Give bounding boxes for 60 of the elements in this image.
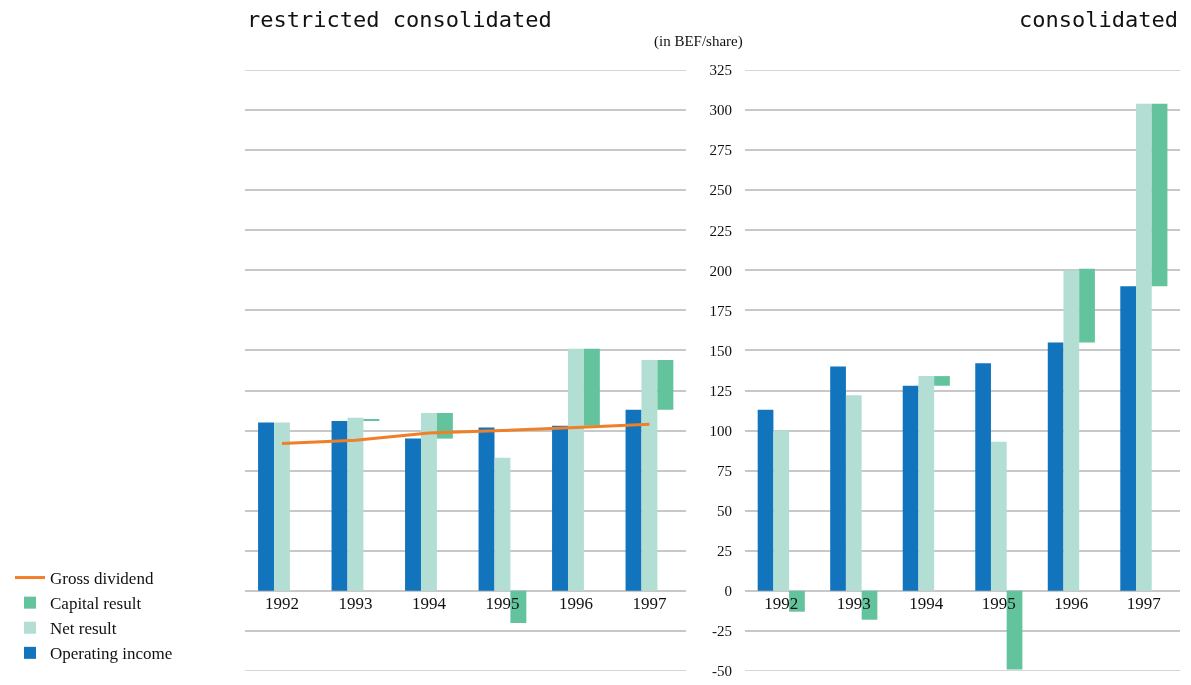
chart-title: consolidated xyxy=(1019,7,1178,32)
y-tick-label: 275 xyxy=(709,142,732,159)
bar xyxy=(641,360,658,591)
bar xyxy=(331,420,348,591)
y-tick-label: 100 xyxy=(709,422,732,439)
y-tick-label: 75 xyxy=(717,462,732,479)
y-tick-label: 300 xyxy=(709,102,732,119)
y-tick-label: 25 xyxy=(717,543,732,560)
bar xyxy=(273,422,290,591)
y-tick-label: 125 xyxy=(709,382,732,399)
bar xyxy=(583,348,600,426)
y-tick-label: 225 xyxy=(709,222,732,239)
x-tick-label: 1996 xyxy=(1054,593,1089,613)
bar xyxy=(567,348,584,591)
bar xyxy=(657,360,674,410)
bar xyxy=(757,409,774,591)
bar xyxy=(918,376,935,591)
y-tick-label: -25 xyxy=(712,623,732,640)
bar xyxy=(1063,270,1080,591)
x-tick-label: 1997 xyxy=(632,593,667,613)
x-tick-label: 1994 xyxy=(909,593,944,613)
bar xyxy=(258,422,274,591)
bar xyxy=(845,395,862,591)
bar xyxy=(494,457,511,591)
bar xyxy=(975,363,991,591)
y-tick-label: 50 xyxy=(717,502,732,519)
bar xyxy=(347,417,364,591)
bar xyxy=(478,427,495,591)
bar xyxy=(830,366,846,591)
y-tick-label: 0 xyxy=(724,583,732,600)
y-tick-label: 325 xyxy=(709,62,732,79)
y-tick-label: 250 xyxy=(709,182,732,199)
bar xyxy=(1047,342,1064,591)
legend-label: Net result xyxy=(50,619,117,639)
bar xyxy=(990,441,1007,591)
x-tick-label: 1996 xyxy=(558,593,593,613)
y-tick-label: -50 xyxy=(712,663,732,680)
bar xyxy=(625,409,642,591)
legend-label: Capital result xyxy=(50,594,142,614)
legend-label: Operating income xyxy=(50,644,173,664)
bar xyxy=(773,430,790,591)
bar xyxy=(1151,103,1168,287)
y-axis-title: (in BEF/share) xyxy=(654,33,743,50)
x-tick-label: 1993 xyxy=(338,593,373,613)
chart-title: restricted consolidated xyxy=(247,7,552,32)
legend-label: Gross dividend xyxy=(50,569,154,589)
x-tick-label: 1992 xyxy=(264,593,299,613)
y-tick-label: 175 xyxy=(709,302,732,319)
y-tick-label: 200 xyxy=(709,262,732,279)
bar xyxy=(1120,286,1136,591)
bar xyxy=(1079,268,1095,343)
bar xyxy=(1136,103,1152,591)
y-tick-label: 150 xyxy=(709,342,732,359)
x-tick-label: 1997 xyxy=(1126,593,1162,613)
bar xyxy=(902,385,919,591)
bar xyxy=(552,425,568,591)
x-tick-label: 1994 xyxy=(411,593,447,613)
bar xyxy=(420,412,437,591)
bar xyxy=(405,438,421,591)
bar xyxy=(934,376,950,386)
